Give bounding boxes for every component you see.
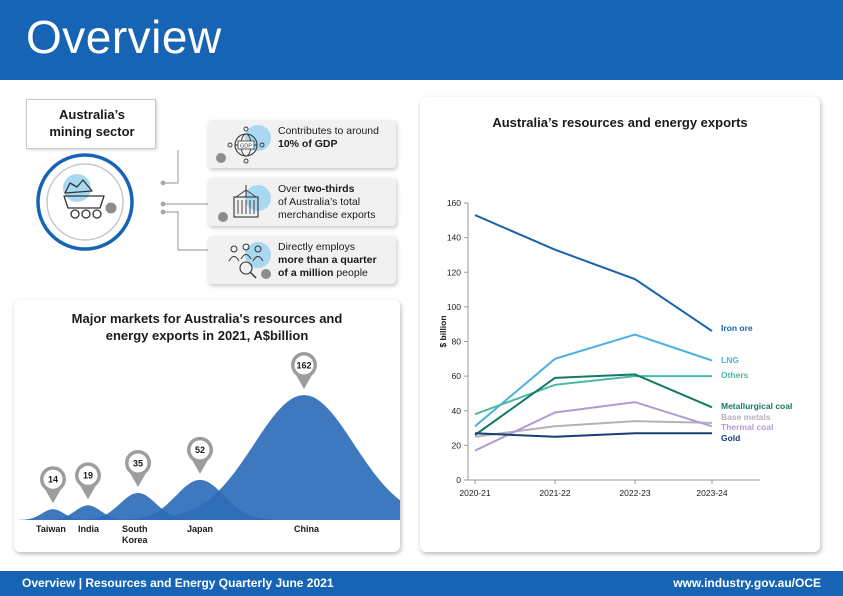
y-tick-label: 0 [456,475,461,485]
exports-card: Australia’s resources and energy exports… [420,97,820,552]
market-category-label: China [294,524,320,534]
markets-title-line2: energy exports in 2021, A$billion [105,328,309,343]
x-tick-label: 2021-22 [539,488,570,498]
x-tick-label: 2022-23 [619,488,650,498]
market-pin-inner [190,440,210,460]
fact-text-gdp: Contributes to around 10% of GDP [278,125,396,151]
market-pin-tail [192,459,208,474]
y-tick-label: 60 [452,371,462,381]
y-tick-label: 40 [452,406,462,416]
fact-exports-rest: of Australia’s total merchandise exports [278,196,376,221]
fact-gdp-bold: 10% of GDP [278,138,338,150]
y-tick-label: 20 [452,440,462,450]
market-pin-inner [294,355,314,375]
market-value-label: 52 [195,445,205,455]
series-line-others [474,375,712,416]
exports-chart-title: Australia’s resources and energy exports [492,115,748,130]
market-value-label: 35 [133,458,143,468]
exports-line-chart: 0 20 40 60 80 100 120 140 160 2020-21 2021-22 2022-… [438,198,792,498]
series-label-lng: LNG [721,355,739,365]
footer-publication-label: Overview | Resources and Energy Quarterl… [22,576,334,590]
market-pin-south-korea: 35 [125,449,151,487]
market-category-label: Taiwan [36,524,66,534]
y-tick-label: 100 [447,302,461,312]
page-footer: Overview | Resources and Energy Quarterl… [0,571,843,596]
market-category-label: South [122,524,148,534]
y-tick-label: 160 [447,198,461,208]
market-category-label: India [78,524,100,534]
series-label-thermal-coal: Thermal coal [721,422,773,432]
fact-exports-lead: Over [278,183,304,195]
gdp-globe-icon: GDP [216,125,271,164]
market-pin-taiwan: 14 [40,466,66,504]
market-pin-inner [78,465,98,485]
market-pin-tail [80,485,96,500]
market-category-label: Japan [187,524,213,534]
x-tick-label: 2020-21 [459,488,490,498]
market-pin-china: 162 [291,352,317,389]
y-tick-label: 140 [447,233,461,243]
mining-cart-circle [36,153,134,251]
series-label-metallurgical-coal: Metallurgical coal [721,401,792,411]
market-category-label-line2: Korea [122,535,149,545]
markets-title-line1: Major markets for Australia's resources … [71,311,343,326]
fact-exports-bold: two-thirds [303,183,355,195]
market-value-label: 162 [296,360,311,370]
fact-employment-lead: Directly employs [278,241,356,253]
mining-sector-title: Australia’s mining sector [27,106,157,140]
market-area-south-korea [80,493,196,520]
page-header: Overview [0,0,843,80]
mining-sector-title-line2: mining sector [49,124,135,139]
shipping-container-icon [218,185,271,222]
connector-lines [163,150,208,251]
y-tick-label: 120 [447,267,461,277]
y-axis-label: $ billion [438,315,448,347]
market-pin-tail [130,472,146,487]
fact-employment-bold: more than a quarter of a million [278,254,377,279]
fact-card-exports: Over two-thirds of Australia’s total mer… [208,178,396,226]
footer-website-link[interactable]: www.industry.gov.au/OCE [673,576,821,590]
market-pin-tail [296,375,312,389]
fact-text-exports: Over two-thirds of Australia’s total mer… [278,183,396,222]
series-line-lng [474,333,713,428]
market-pin-tail [45,489,61,504]
connector-dots [160,180,166,215]
series-line-metallurgical-coal [474,373,713,436]
market-pin-inner [43,469,63,489]
page-title: Overview [26,11,222,63]
fact-card-gdp: GDP Contributes to around 10% of GDP [208,120,396,168]
market-area-taiwan [17,509,89,520]
mining-sector-title-box: Australia’s mining sector [26,99,156,149]
market-pin-japan: 52 [187,436,213,474]
fact-gdp-lead: Contributes to around [278,125,379,137]
series-label-base-metals: Base metals [721,412,771,422]
mining-cart-icon [63,174,117,219]
series-label-iron-ore: Iron ore [721,323,753,333]
fact-card-employment: Directly employs more than a quarter of a… [208,236,396,284]
fact-text-employment: Directly employs more than a quarter of a… [278,241,396,280]
market-value-label: 19 [83,471,93,481]
people-magnifier-icon [228,242,271,279]
market-value-label: 14 [48,474,58,484]
markets-card: Major markets for Australia's resources … [14,300,400,552]
series-label-others: Others [721,370,749,380]
x-tick-label: 2023-24 [696,488,727,498]
series-line-iron-ore [474,214,713,332]
y-tick-label: 80 [452,337,462,347]
svg-text:GDP: GDP [240,144,252,150]
series-line-gold [474,432,712,438]
markets-title: Major markets for Australia's resources … [14,310,400,344]
market-area-china [144,395,400,520]
market-pin-india: 19 [75,462,101,500]
series-label-gold: Gold [721,433,740,443]
mining-sector-title-line1: Australia’s [59,107,125,122]
mining-sector-graphic [36,150,208,251]
market-pin-inner [128,453,148,473]
fact-employment-rest: people [333,267,368,279]
series-line-thermal-coal [474,401,713,452]
